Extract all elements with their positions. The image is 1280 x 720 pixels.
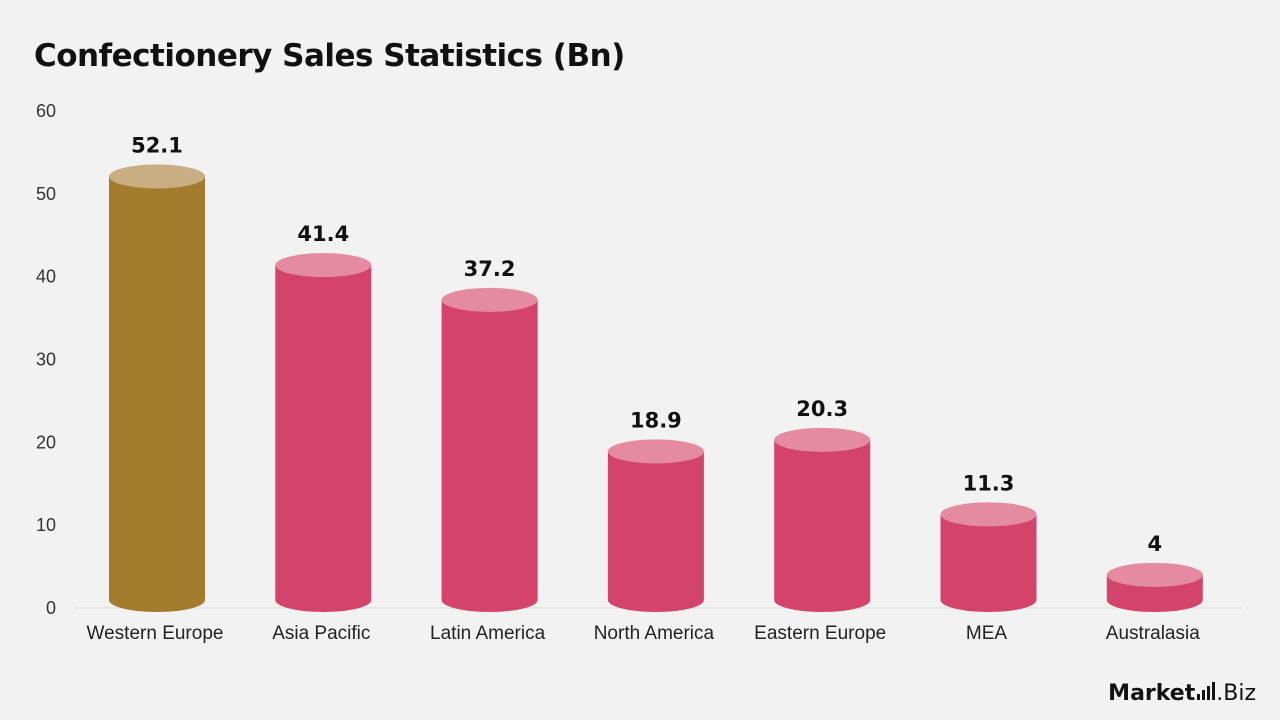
bar xyxy=(109,176,205,612)
y-tick-label: 40 xyxy=(36,267,56,287)
y-tick-label: 0 xyxy=(46,598,56,618)
marketbiz-logo: Market .Biz xyxy=(1108,681,1256,706)
x-tick-label: North America xyxy=(594,623,715,644)
y-tick-label: 10 xyxy=(36,515,56,535)
bars-icon xyxy=(1197,682,1216,700)
bar-top xyxy=(275,253,372,278)
y-tick-label: 60 xyxy=(36,101,56,121)
bar xyxy=(607,451,704,612)
bar-top xyxy=(607,439,704,464)
bar-top xyxy=(441,287,538,312)
x-tick-label: Australasia xyxy=(1106,623,1200,644)
y-tick-label: 50 xyxy=(36,184,56,204)
bar-top xyxy=(774,427,871,452)
data-label: 41.4 xyxy=(297,222,349,246)
x-tick-label: Eastern Europe xyxy=(754,623,886,644)
data-label: 37.2 xyxy=(464,257,516,281)
bar-top xyxy=(1106,562,1203,587)
bar xyxy=(275,265,372,612)
x-tick-label: MEA xyxy=(966,623,1008,644)
logo-text-market: Market xyxy=(1108,681,1196,706)
data-label: 20.3 xyxy=(796,397,848,421)
logo-text-biz: .Biz xyxy=(1216,681,1256,706)
bar-top xyxy=(109,164,205,189)
y-tick-label: 30 xyxy=(36,350,56,370)
chart-title: Confectionery Sales Statistics (Bn) xyxy=(34,38,625,74)
data-label: 52.1 xyxy=(131,133,183,157)
x-tick-label: Western Europe xyxy=(87,623,224,644)
bar xyxy=(940,514,1037,612)
bar xyxy=(774,439,871,612)
x-tick-label: Latin America xyxy=(430,623,546,644)
data-label: 11.3 xyxy=(963,471,1015,495)
data-label: 4 xyxy=(1147,532,1162,556)
y-tick-label: 20 xyxy=(36,432,56,452)
bar xyxy=(441,299,538,612)
bar-top xyxy=(940,502,1037,527)
data-label: 18.9 xyxy=(630,408,682,432)
x-tick-label: Asia Pacific xyxy=(272,623,370,644)
